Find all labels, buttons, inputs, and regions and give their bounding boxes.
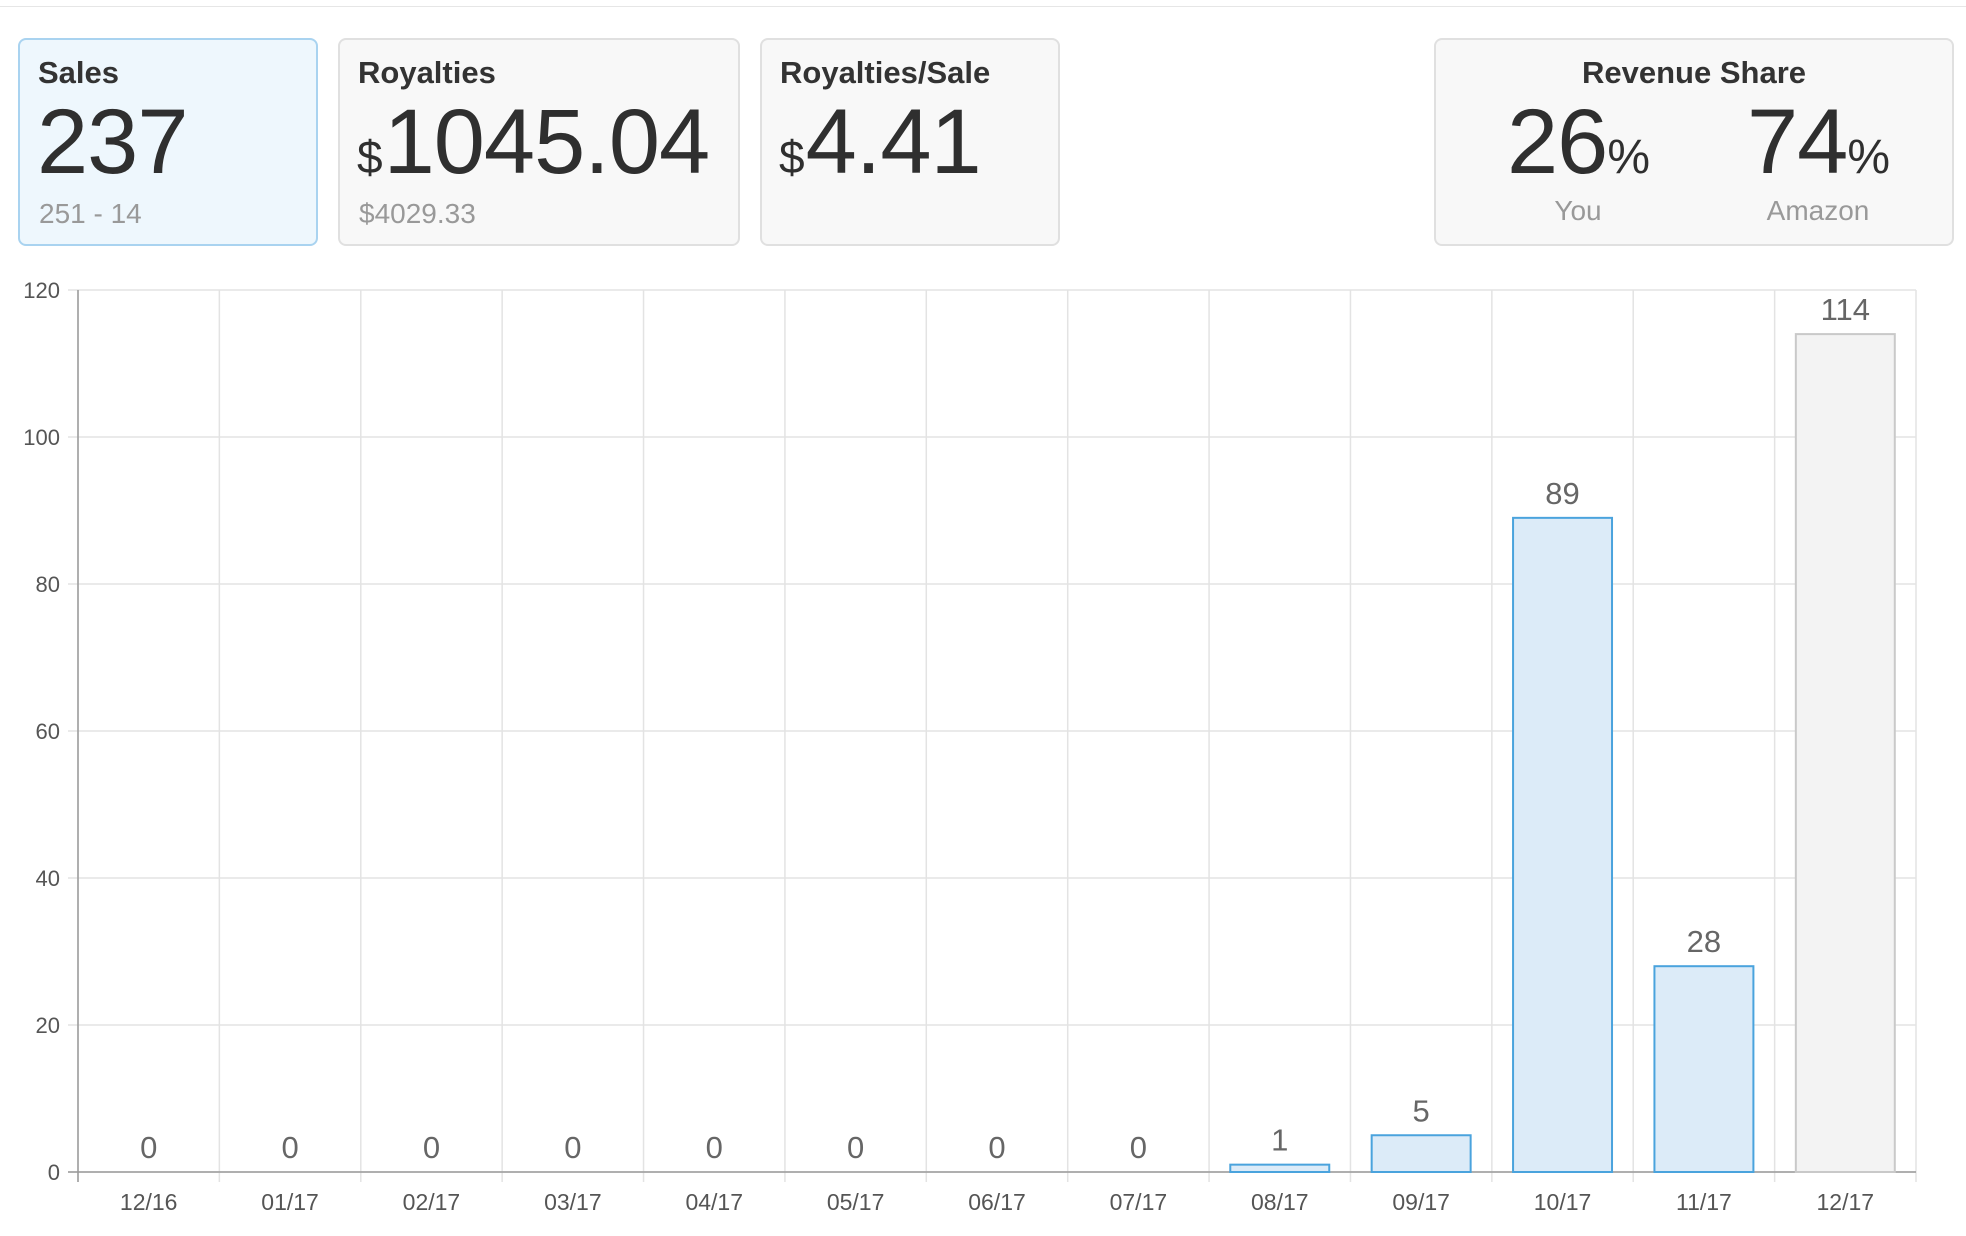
royalties-per-sale-value: 4.41: [805, 91, 982, 193]
royalties-per-sale-value-wrap: $4.41: [779, 91, 982, 193]
y-tick-label: 80: [36, 572, 60, 597]
sales-card-value: 237: [37, 91, 188, 193]
revenue-share-you-label: You: [1554, 194, 1602, 226]
bar: [1794, 333, 1896, 1174]
revenue-share-you-unit: %: [1607, 131, 1650, 184]
bar: [1370, 1134, 1472, 1173]
x-tick-label: 12/16: [120, 1189, 178, 1215]
bar: [1512, 516, 1614, 1174]
bar-value-label: 0: [847, 1130, 864, 1165]
y-tick-label: 20: [36, 1013, 60, 1038]
bar-value-label: 114: [1821, 292, 1870, 327]
revenue-share-amazon-value-wrap: 74%: [1718, 94, 1918, 191]
bar: [1229, 1163, 1331, 1174]
bar-value-label: 1: [1271, 1123, 1288, 1158]
royalties-currency: $: [357, 131, 383, 183]
royalties-per-sale-title: Royalties/Sale: [780, 55, 991, 90]
bar-value-label: 0: [1130, 1130, 1147, 1165]
revenue-share-you-value-wrap: 26%: [1478, 94, 1678, 191]
revenue-share-amazon-value: 74: [1746, 91, 1848, 193]
bar-value-label: 89: [1545, 476, 1579, 511]
revenue-share-you: 26% You: [1478, 94, 1678, 227]
bar: [1653, 965, 1755, 1174]
sales-card-title: Sales: [38, 55, 120, 90]
revenue-share-title: Revenue Share: [1582, 55, 1806, 90]
sales-bar-chart: 020406080100120012/16001/17002/17003/170…: [23, 278, 1917, 1215]
bar-value-label: 5: [1413, 1093, 1430, 1128]
x-tick-label: 01/17: [261, 1189, 319, 1215]
x-tick-label: 12/17: [1817, 1189, 1875, 1215]
top-divider: [0, 6, 1966, 7]
x-tick-label: 07/17: [1110, 1189, 1168, 1215]
x-tick-label: 03/17: [544, 1189, 602, 1215]
sales-card-subtext: 251 - 14: [39, 198, 142, 229]
revenue-share-you-value: 26: [1506, 91, 1608, 193]
y-tick-label: 100: [23, 425, 60, 450]
bar-value-label: 0: [140, 1130, 157, 1165]
revenue-share-amazon: 74% Amazon: [1718, 94, 1918, 227]
bar-value-label: 0: [564, 1130, 581, 1165]
x-tick-label: 06/17: [968, 1189, 1026, 1215]
bar-value-label: 28: [1687, 924, 1721, 959]
bar-value-label: 0: [988, 1130, 1005, 1165]
x-tick-label: 09/17: [1392, 1189, 1450, 1215]
revenue-share-amazon-label: Amazon: [1766, 194, 1870, 226]
bar-value-label: 0: [706, 1130, 723, 1165]
royalties-card-subtext: $4029.33: [359, 198, 476, 229]
y-tick-label: 120: [23, 278, 60, 303]
x-tick-label: 11/17: [1676, 1189, 1732, 1215]
y-tick-label: 60: [36, 719, 60, 744]
x-tick-label: 04/17: [685, 1189, 743, 1215]
y-tick-label: 0: [48, 1160, 60, 1185]
y-tick-label: 40: [36, 866, 60, 891]
royalties-card-title: Royalties: [358, 55, 496, 90]
x-tick-label: 05/17: [827, 1189, 885, 1215]
revenue-share-card[interactable]: Revenue Share 26% You 74% Amazon: [1434, 38, 1954, 246]
x-tick-label: 08/17: [1251, 1189, 1309, 1215]
royalties-per-sale-currency: $: [779, 131, 805, 183]
sales-card[interactable]: Sales 237 251 - 14: [18, 38, 318, 246]
revenue-share-amazon-unit: %: [1847, 131, 1890, 184]
bar-value-label: 0: [423, 1130, 440, 1165]
x-tick-label: 02/17: [403, 1189, 461, 1215]
royalties-per-sale-card[interactable]: Royalties/Sale $4.41: [760, 38, 1060, 246]
royalties-card-value-wrap: $1045.04: [357, 91, 711, 193]
royalties-card-value: 1045.04: [383, 91, 711, 193]
x-tick-label: 10/17: [1534, 1189, 1592, 1215]
royalties-card[interactable]: Royalties $1045.04 $4029.33: [338, 38, 740, 246]
bar-value-label: 0: [281, 1130, 298, 1165]
